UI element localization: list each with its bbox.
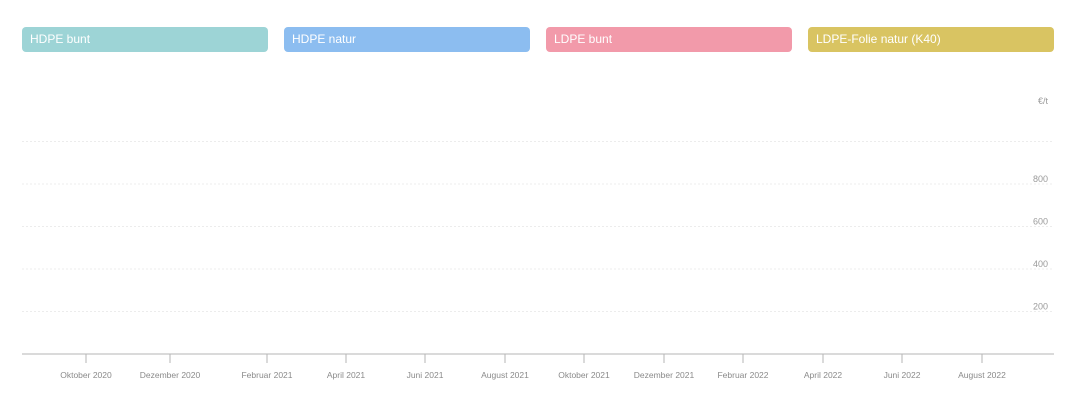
x-tick-label: Februar 2022 [717, 370, 768, 380]
x-axis: Oktober 2020 Dezember 2020 Februar 2021 Apr… [22, 353, 1054, 380]
chart-legend: HDPE bunt HDPE natur LDPE bunt LDPE-Foli… [22, 27, 1054, 52]
x-tick-label: Februar 2021 [241, 370, 292, 380]
x-tick-label: August 2021 [481, 370, 529, 380]
x-tick-label: Juni 2021 [407, 370, 444, 380]
grid-lines [22, 141, 1054, 312]
x-tick-label: Juni 2022 [884, 370, 921, 380]
legend-hdpe-natur-button[interactable]: HDPE natur [284, 27, 530, 52]
y-unit-label: €/t [1038, 96, 1049, 106]
y-axis-labels: 200 400 600 800 €/t [1033, 96, 1049, 312]
x-tick-label: April 2022 [804, 370, 843, 380]
legend-ldpe-bunt-button[interactable]: LDPE bunt [546, 27, 792, 52]
x-tick-label: Oktober 2020 [60, 370, 112, 380]
y-tick-label: 600 [1033, 217, 1048, 227]
x-tick-label: Dezember 2021 [634, 370, 695, 380]
x-tick-label: April 2021 [327, 370, 366, 380]
y-tick-label: 400 [1033, 259, 1048, 269]
legend-hdpe-bunt-button[interactable]: HDPE bunt [22, 27, 268, 52]
x-tick-label: Dezember 2020 [140, 370, 201, 380]
y-tick-label: 800 [1033, 174, 1048, 184]
legend-ldpe-folie-natur-button[interactable]: LDPE-Folie natur (K40) [808, 27, 1054, 52]
y-tick-label: 200 [1033, 302, 1048, 312]
x-tick-label: Oktober 2021 [558, 370, 610, 380]
x-tick-label: August 2022 [958, 370, 1006, 380]
